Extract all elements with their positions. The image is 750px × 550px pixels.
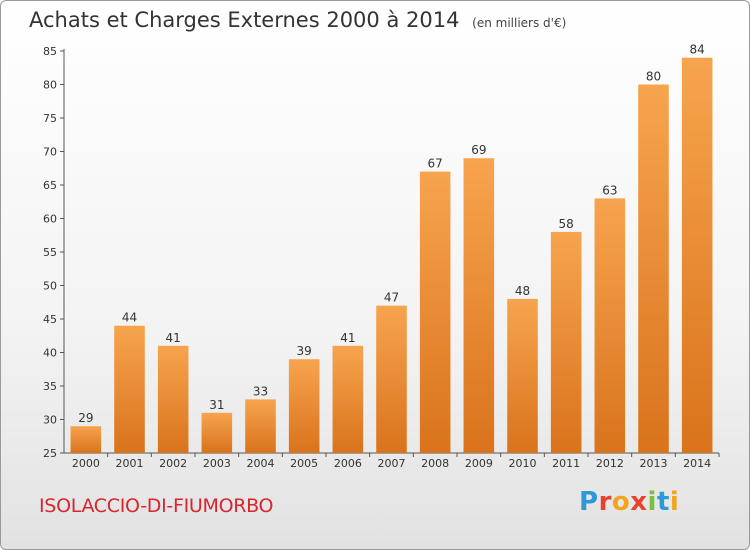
data-label-2009: 69 — [471, 143, 486, 157]
y-tick-label: 35 — [43, 380, 57, 393]
data-label-2005: 39 — [297, 344, 312, 358]
data-label-2012: 63 — [602, 183, 617, 197]
data-label-2007: 47 — [384, 291, 399, 305]
x-tick-label-2009: 2009 — [465, 457, 493, 470]
data-labels-group: 29 44 41 31 33 39 41 47 67 69 48 58 63 80 84 — [78, 43, 705, 426]
logo-letter: t — [656, 487, 670, 517]
data-label-2008: 67 — [428, 157, 443, 171]
logo-letter: r — [598, 487, 612, 517]
x-tick-label-2008: 2008 — [421, 457, 449, 470]
bar-2004 — [245, 399, 276, 453]
data-label-2011: 58 — [559, 217, 574, 231]
bar-2014 — [681, 57, 713, 453]
data-label-2000: 29 — [78, 411, 93, 425]
y-tick-label: 40 — [43, 347, 57, 360]
x-tick-label-2003: 2003 — [203, 457, 231, 470]
x-tick-label-2002: 2002 — [159, 457, 187, 470]
chart-title: Achats et Charges Externes 2000 à 2014 (… — [29, 8, 566, 32]
axes: 25 30 35 40 45 50 55 60 65 70 75 80 85 2000 2001 2002 20… — [43, 45, 720, 470]
data-label-2002: 41 — [166, 331, 181, 345]
bar-2012 — [594, 198, 626, 453]
x-tick-label-2013: 2013 — [640, 457, 668, 470]
y-tick-label: 75 — [43, 112, 57, 125]
x-tick-label-2012: 2012 — [596, 457, 624, 470]
proxiti-logo: Proxiti — [579, 487, 679, 517]
y-tick-label: 80 — [43, 79, 57, 92]
y-tick-label: 50 — [43, 280, 57, 293]
logo-letter: i — [669, 487, 680, 517]
logo-letter: i — [647, 487, 657, 517]
x-tick-label-2014: 2014 — [683, 457, 711, 470]
y-tick-label: 60 — [43, 213, 57, 226]
bar-2003 — [201, 412, 233, 453]
bar-2007 — [376, 305, 407, 453]
x-tick-label-2011: 2011 — [552, 457, 580, 470]
bar-2002 — [157, 345, 189, 453]
logo-letter: P — [579, 487, 599, 517]
x-tick-label-2005: 2005 — [290, 457, 318, 470]
data-label-2013: 80 — [646, 70, 661, 84]
x-tick-label-2001: 2001 — [116, 457, 144, 470]
bar-2001 — [114, 325, 145, 453]
y-tick-label: 65 — [43, 179, 57, 192]
y-tick-label: 25 — [43, 447, 57, 460]
y-tick-label: 55 — [43, 246, 57, 259]
bar-2000 — [70, 426, 102, 453]
logo-letter: x — [630, 487, 648, 517]
y-tick-label: 85 — [43, 45, 57, 58]
commune-name: ISOLACCIO-DI-FIUMORBO — [39, 495, 274, 517]
logo-letter: o — [611, 487, 631, 517]
data-label-2001: 44 — [122, 311, 137, 325]
chart-title-text: Achats et Charges Externes 2000 à 2014 — [29, 8, 460, 32]
bar-2010 — [507, 298, 538, 453]
chart-subtitle: (en milliers d'€) — [472, 16, 567, 30]
bars-group — [70, 57, 713, 453]
data-label-2010: 48 — [515, 284, 530, 298]
x-tick-label-2006: 2006 — [334, 457, 362, 470]
data-label-2004: 33 — [253, 384, 268, 398]
bar-2006 — [332, 345, 364, 453]
x-tick-label-2004: 2004 — [247, 457, 275, 470]
x-tick-label-2007: 2007 — [378, 457, 406, 470]
x-tick-label-2010: 2010 — [509, 457, 537, 470]
bar-2005 — [288, 359, 320, 453]
bar-2009 — [463, 158, 495, 453]
data-label-2006: 41 — [340, 331, 355, 345]
x-tick-label-2000: 2000 — [72, 457, 100, 470]
y-tick-label: 45 — [43, 313, 57, 326]
data-label-2014: 84 — [690, 43, 705, 57]
data-label-2003: 31 — [209, 398, 224, 412]
y-tick-label: 70 — [43, 146, 57, 159]
bar-2008 — [419, 171, 451, 453]
bar-2011 — [550, 231, 582, 453]
y-tick-label: 30 — [43, 414, 57, 427]
bar-2013 — [638, 84, 669, 453]
